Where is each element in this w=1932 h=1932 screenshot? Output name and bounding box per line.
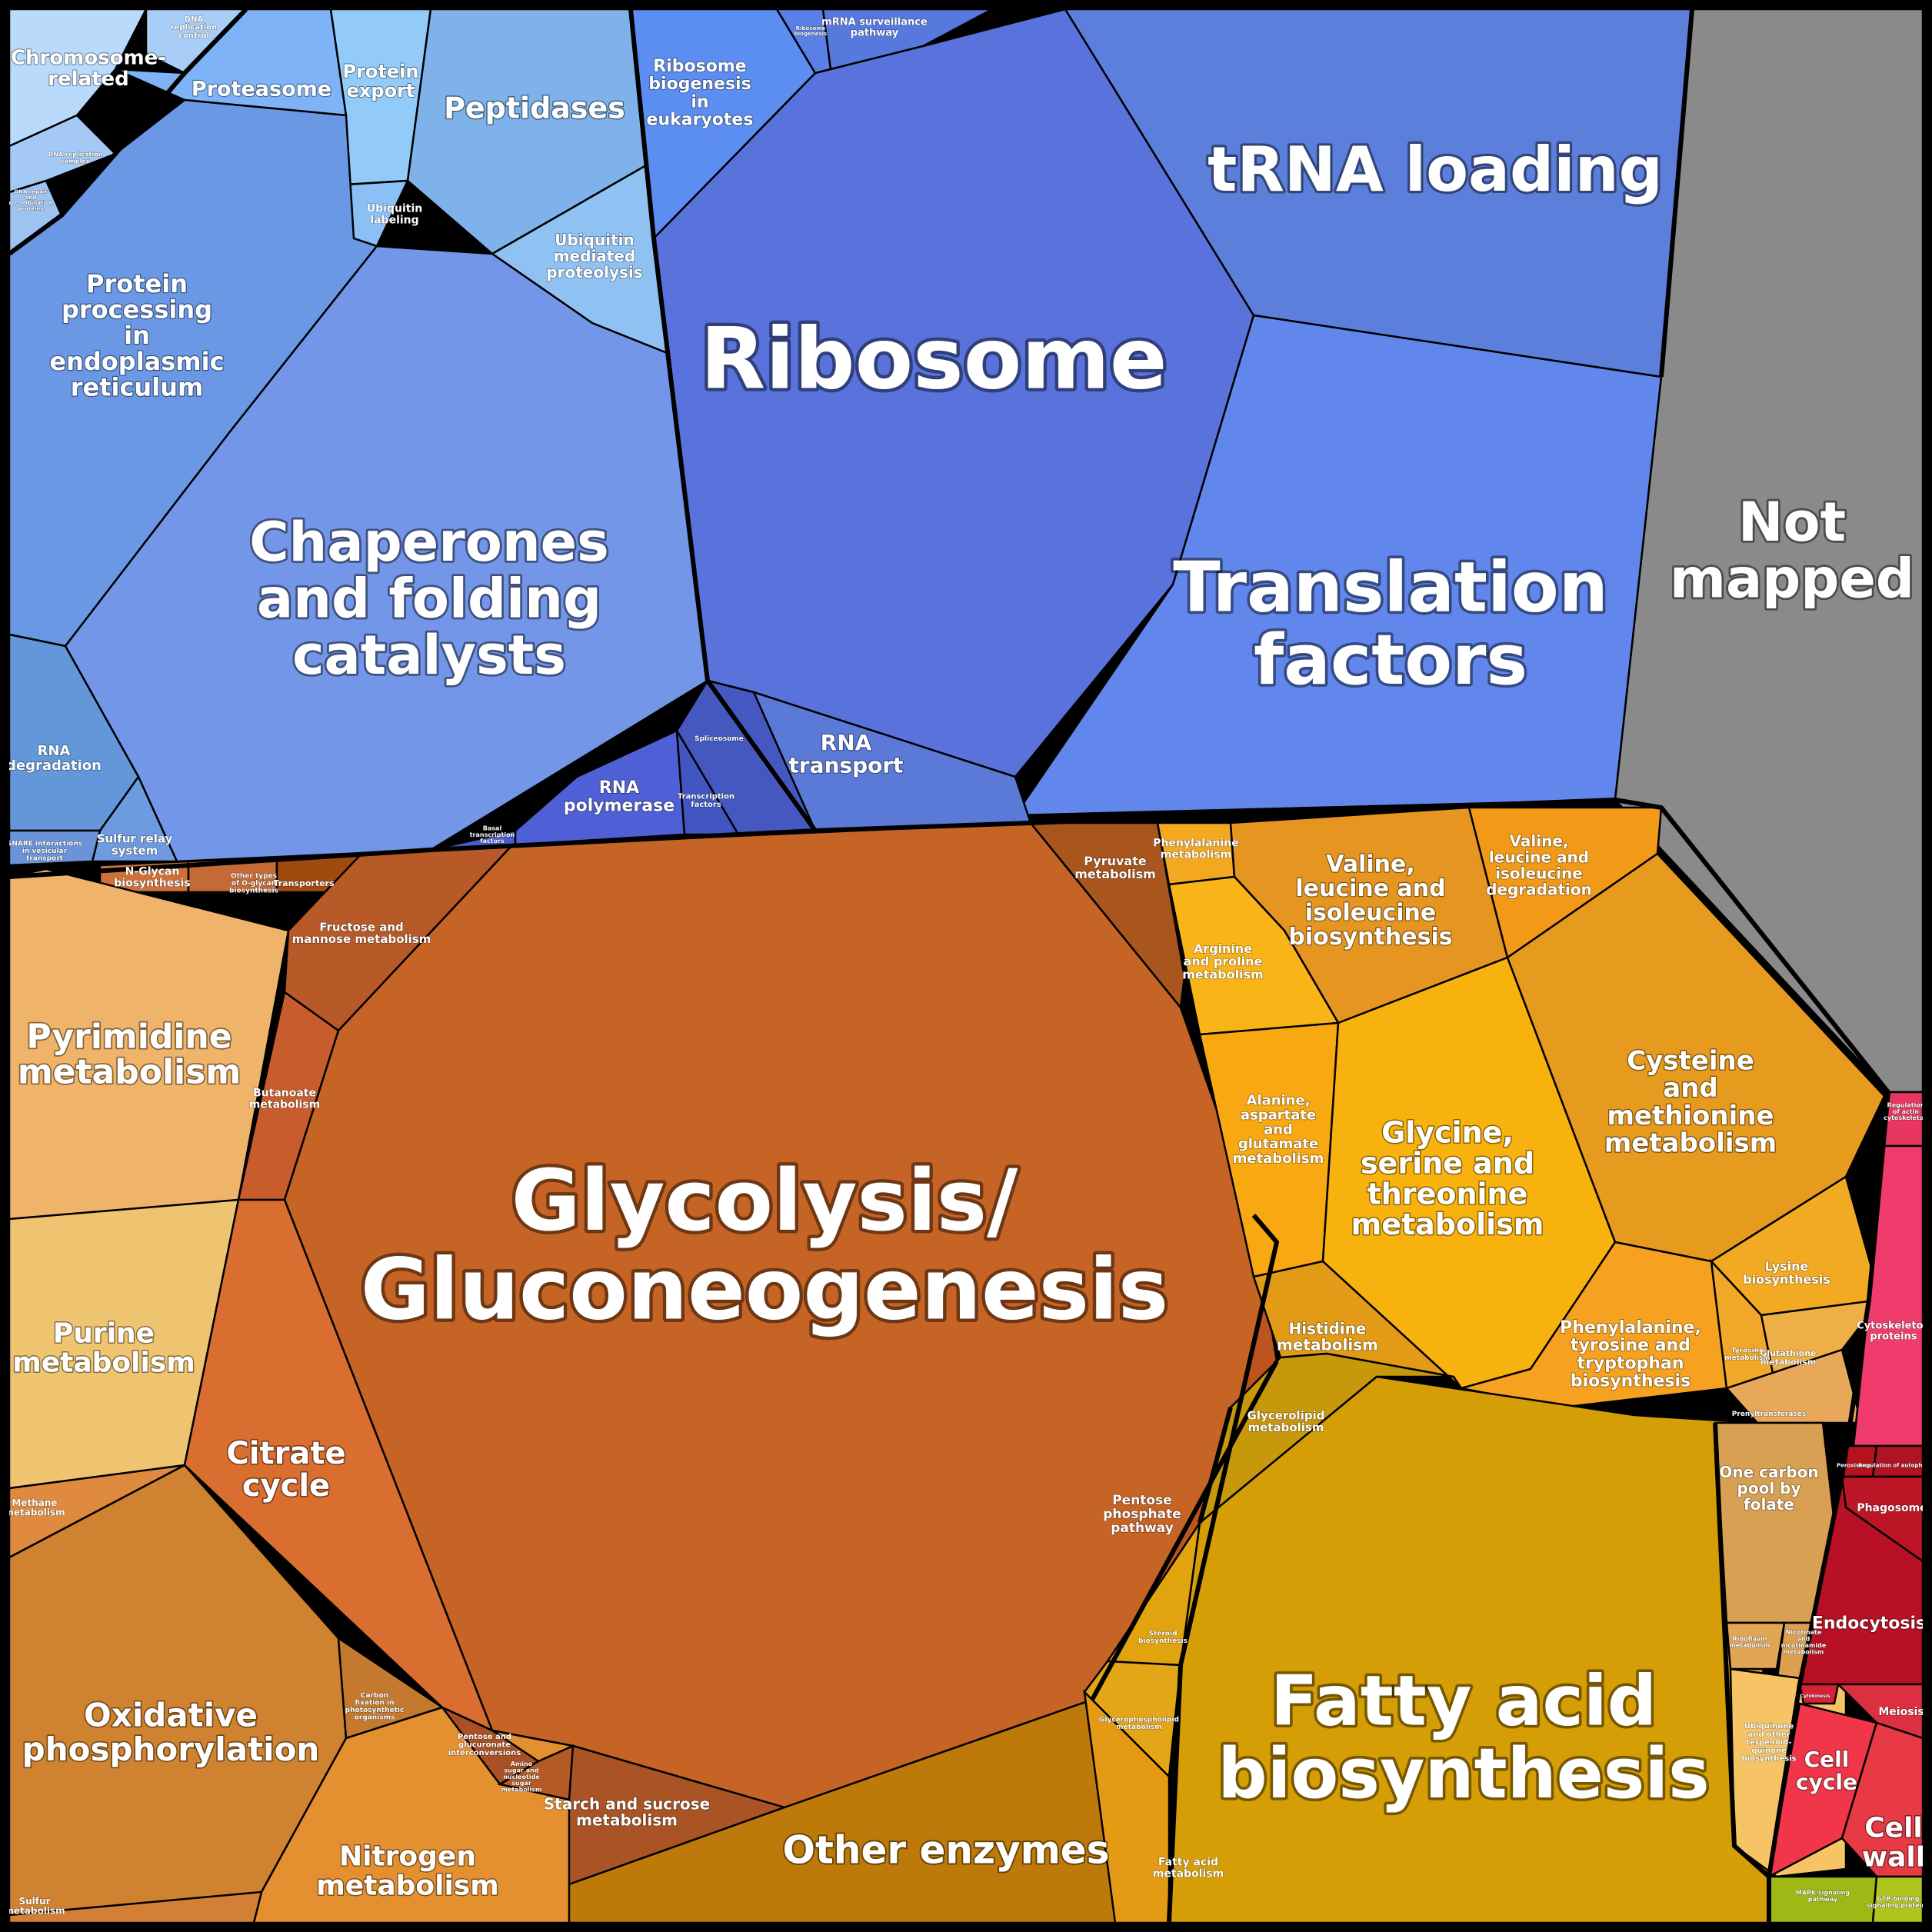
label-gtp-signaling: GTP-binding signaling proteins: [1867, 1896, 1930, 1909]
label-glycerophospholipid: Glycerophospholipid metabolism: [1099, 1716, 1179, 1730]
label-rna-polymerase: RNA polymerase: [564, 778, 675, 815]
cell-prenyltransferases: [1724, 1348, 1863, 1424]
label-mapk: MAPK signaling pathway: [1796, 1890, 1850, 1903]
label-glutathione: Glutathione metabolism: [1760, 1348, 1816, 1367]
label-spliceosome: Spliceosome: [695, 735, 744, 743]
label-ribosome-biogenesis: Ribosome biogenesis: [794, 25, 827, 37]
label-peptidases: Peptidases: [444, 91, 625, 125]
label-other-enzymes: Other enzymes: [783, 1828, 1110, 1873]
label-transcription-factors: Transcription factors: [678, 792, 734, 809]
label-n-glycan: N-Glycan biosynthesis: [114, 866, 190, 890]
label-trna-loading: tRNA loading: [1208, 134, 1663, 205]
label-amino-nucleotide-sugar: Amino sugar and nucleotide sugar metabolism: [501, 1760, 542, 1794]
label-regulation-autophagy: Regulation of autophagy: [1858, 1462, 1932, 1468]
label-mrna-surveillance: mRNA surveillance pathway: [821, 17, 928, 39]
category-boundary: [1713, 1422, 1770, 1879]
label-prenyltransferases: Prenyltransferases: [1732, 1411, 1806, 1418]
category-boundary: [1767, 1091, 1890, 1923]
label-sulfur-metabolism: Sulfur metabolism: [4, 1896, 65, 1917]
label-peroxisome: Peroxisome: [1837, 1462, 1872, 1468]
label-ribosome: Ribosome: [701, 310, 1168, 408]
category-boundary: [1090, 1360, 1279, 1701]
label-meiosis: Meiosis: [1878, 1706, 1924, 1718]
cell-cytokinesis: [1798, 1683, 1840, 1705]
label-valine-biosynthesis: Valine, leucine and isoleucine biosynthesis: [1288, 851, 1452, 951]
label-nicotinate: Nicotinate and nicotinamide metabolism: [1781, 1629, 1827, 1655]
label-sulfur-relay: Sulfur relay system: [97, 831, 173, 858]
label-purine: Purine metabolism: [12, 1318, 195, 1379]
label-protein-export: Protein export: [343, 61, 419, 102]
label-chromosome-related: Chromosome-related: [11, 46, 166, 90]
label-regulation-actin: Regulation of actin cytoskeleton: [1884, 1101, 1928, 1121]
label-lysine: Lysine biosynthesis: [1743, 1259, 1830, 1287]
cell-citrate-cycle: [183, 1198, 495, 1733]
label-phe-tyr-trp: Phenylalanine, tyrosine and tryptophan bios…: [1560, 1318, 1701, 1391]
label-cytoskeleton: Cytoskeleton proteins: [1857, 1321, 1930, 1343]
cell-pyruvate: [1028, 821, 1186, 1011]
label-glycine-serine: Glycine, serine and threonine metabolism: [1351, 1115, 1544, 1241]
label-cell-wall: Cell wall: [1862, 1813, 1925, 1874]
category-boundary: [628, 8, 818, 832]
label-dna-repair: DNA repair and recombination proteins: [8, 188, 52, 212]
cell-riboflavin: [1725, 1621, 1786, 1671]
category-boundary: [1198, 1407, 1233, 1524]
label-fatty-acid-biosynthesis: Fatty acid biosynthesis: [1217, 1661, 1710, 1814]
label-carbon-fixation: Carbon fixation in photosynthetic organisms: [345, 1692, 405, 1721]
category-boundary: [8, 798, 1890, 1094]
label-translation-factors: Translation factors: [1173, 547, 1608, 701]
label-not-mapped: Not mapped: [1670, 491, 1914, 611]
label-ubiquinone: Ubiquinone and other terpenoid-quinone bios…: [1741, 1723, 1796, 1764]
label-pyrimidine: Pyrimidine metabolism: [18, 1017, 241, 1091]
label-pyruvate: Pyruvate metabolism: [1074, 854, 1156, 881]
label-glycolysis: Glycolysis/Gluconeogenesis: [361, 1151, 1168, 1339]
label-arginine-proline: Arginine and proline metabolism: [1182, 941, 1264, 982]
label-cysteine-methionine: Cysteine and methionine metabolism: [1604, 1045, 1777, 1158]
label-protein-processing-er: Protein processing in endoplasmic reticulum: [49, 269, 224, 401]
cell-arginine-proline: [1168, 875, 1341, 1036]
label-valine-degradation: Valine, leucine and isoleucine degradation: [1486, 832, 1592, 899]
label-basal-tf: Basal transcription factors: [470, 824, 515, 844]
label-ribosome-biogenesis-euk: Ribosome biogenesis in eukaryotes: [647, 57, 754, 129]
label-oxphos: Oxidative phosphorylation: [22, 1697, 320, 1768]
label-riboflavin: Riboflavin metabolism: [1730, 1636, 1770, 1649]
label-butanoate: Butanoate metabolism: [249, 1088, 320, 1111]
category-boundary: [8, 7, 248, 256]
label-cytokinesis: Cytokinesis: [1800, 1694, 1830, 1699]
label-phagosome: Phagosome: [1857, 1502, 1927, 1514]
label-histidine: Histidine metabolism: [1277, 1320, 1378, 1354]
label-steroid: Steroid biosynthesis: [1138, 1630, 1188, 1644]
label-methane: Methane metabolism: [4, 1497, 65, 1518]
label-cell-cycle: Cell cycle: [1796, 1747, 1857, 1794]
label-transporters: Transporters: [273, 878, 335, 888]
label-citrate-cycle: Citrate cycle: [226, 1436, 345, 1504]
label-fatty-acid-metabolism: Fatty acid metabolism: [1153, 1857, 1224, 1880]
label-other-o-glycan: Other types of O-glycan biosynthesis: [229, 873, 278, 895]
category-boundary: [1659, 8, 1694, 378]
label-rna-transport: RNA transport: [788, 730, 903, 778]
label-starch-sucrose: Starch and sucrose metabolism: [544, 1795, 710, 1830]
label-ubiquitin-proteolysis: Ubiquitin mediated proteolysis: [546, 231, 642, 281]
label-glycerolipid: Glycerolipid metabolism: [1247, 1408, 1325, 1434]
label-nitrogen: Nitrogen metabolism: [316, 1841, 499, 1902]
label-dna-replication-control: DNA replication control: [171, 15, 218, 40]
label-fructose-mannose: Fructose and mannose metabolism: [292, 920, 431, 946]
label-pentose-glucuronate: Pentose and glucuronate interconversions: [448, 1733, 521, 1757]
label-one-carbon: One carbon pool by folate: [1719, 1463, 1818, 1514]
label-pentose-phosphate: Pentose phosphate pathway: [1103, 1493, 1181, 1536]
label-endocytosis: Endocytosis: [1812, 1614, 1926, 1634]
label-chaperones: Chaperones and folding catalysts: [249, 511, 609, 687]
cell-regulation-autophagy: [1871, 1444, 1924, 1478]
label-ubiquitin-labeling: Ubiquitin labeling: [367, 203, 422, 227]
label-phenylalanine-metabolism: Phenylalanine metabolism: [1153, 838, 1239, 861]
label-dna-replication-complex: DNA replication complex: [48, 152, 103, 165]
label-alanine-aspartate: Alanine, aspartate and glutamate metabolism: [1233, 1093, 1324, 1168]
label-proteasome: Proteasome: [192, 77, 331, 101]
label-snare: SNARE interactions in vesicular transport: [7, 841, 82, 863]
label-tyrosine: Tyrosine metabolism: [1724, 1347, 1770, 1361]
label-rna-degradation: RNA degradation: [6, 743, 102, 774]
cell-translation-factors: [1013, 314, 1663, 817]
